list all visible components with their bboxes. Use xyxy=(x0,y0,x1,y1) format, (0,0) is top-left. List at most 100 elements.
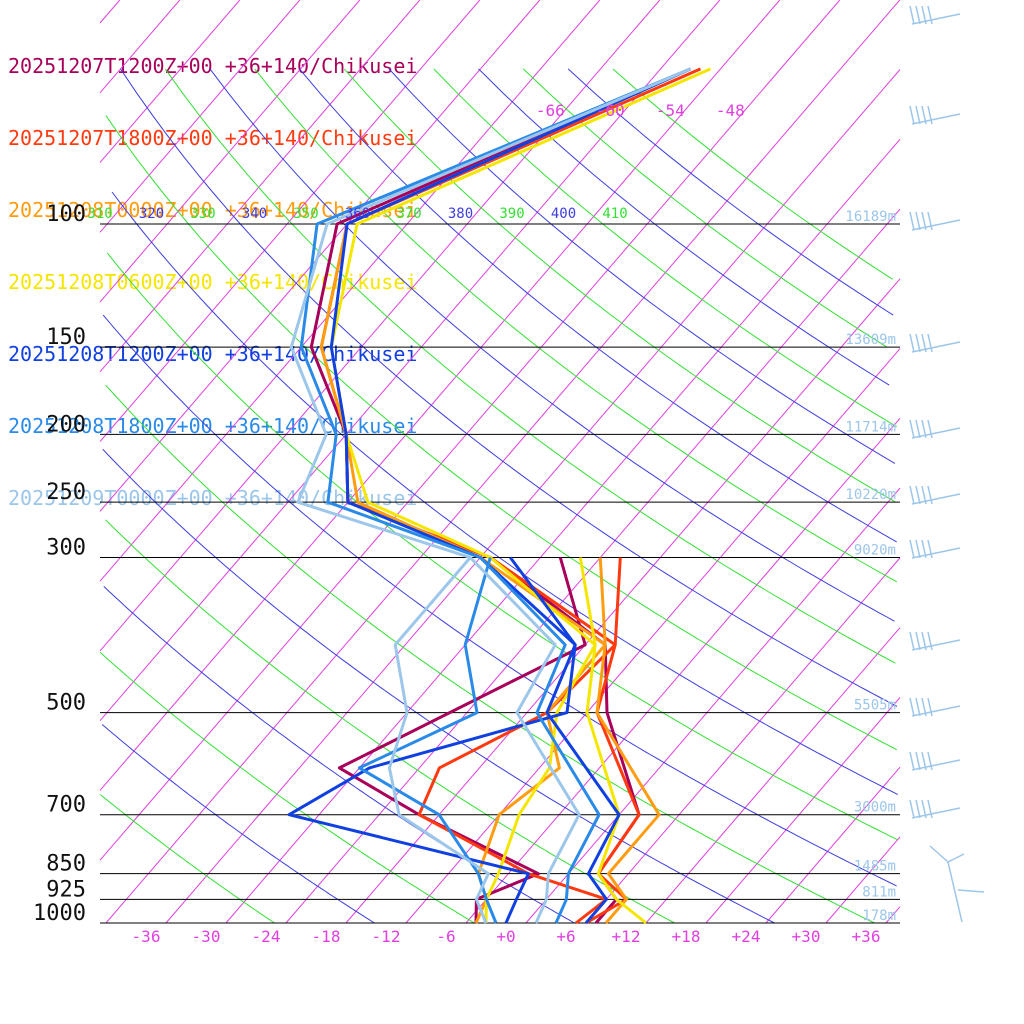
temp-tick-label: +30 xyxy=(792,927,821,946)
legend-entry: 20251209T0000Z+00 +36+140/Chikusei xyxy=(8,486,418,510)
legend-entry: 20251207T1800Z+00 +36+140/Chikusei xyxy=(8,126,418,150)
dry-adiabat xyxy=(106,252,898,841)
temp-tick-label: +36 xyxy=(852,927,881,946)
theta-label: 400 xyxy=(551,206,576,222)
temp-tick-label: +24 xyxy=(732,927,761,946)
theta-label: 360 xyxy=(345,206,370,222)
upper-temp-label: -66 xyxy=(536,101,565,120)
height-label: 5505m xyxy=(854,698,896,714)
pressure-label: 850 xyxy=(46,852,86,877)
dry-adiabat xyxy=(120,68,898,707)
dry-adiabat xyxy=(105,115,898,751)
dewpoint-trace xyxy=(357,557,498,924)
isotherm xyxy=(765,766,901,924)
wind-barb xyxy=(909,697,961,717)
pressure-label: 150 xyxy=(46,325,86,350)
dry-adiabat xyxy=(102,448,775,924)
pressure-label: 200 xyxy=(46,412,86,437)
isotherm xyxy=(885,906,901,924)
isotherm xyxy=(99,0,121,24)
wind-barb xyxy=(909,485,961,505)
isotherm xyxy=(825,836,901,924)
wind-barb xyxy=(909,751,961,771)
theta-label: 390 xyxy=(499,206,524,222)
dry-adiabat xyxy=(164,68,896,664)
dry-adiabat xyxy=(105,384,875,924)
dry-adiabat xyxy=(102,314,897,887)
dry-adiabat xyxy=(522,68,888,348)
dry-adiabat xyxy=(567,68,894,316)
pressure-label: 925 xyxy=(46,877,86,902)
wind-barb xyxy=(909,105,961,125)
temperature-trace xyxy=(299,67,692,924)
height-label: 3000m xyxy=(854,800,896,816)
isotherm xyxy=(345,278,901,924)
temp-tick-label: +18 xyxy=(672,927,701,946)
wind-barb xyxy=(909,333,961,353)
dry-adiabat xyxy=(105,519,675,924)
isotherm xyxy=(99,0,661,652)
pressure-label: 250 xyxy=(46,480,86,505)
dry-adiabat xyxy=(612,68,893,280)
pressure-label: 500 xyxy=(46,691,86,716)
theta-label: 330 xyxy=(190,206,215,222)
dry-adiabat xyxy=(388,68,896,464)
dewpoint-trace xyxy=(337,557,587,924)
dry-adiabat xyxy=(254,68,898,583)
temp-tick-label: -12 xyxy=(372,927,401,946)
isotherm xyxy=(99,0,241,163)
dry-adiabat xyxy=(478,68,890,386)
isotherm xyxy=(405,348,901,924)
height-label: 16189m xyxy=(845,209,896,225)
height-label: 1485m xyxy=(854,859,896,875)
isotherm xyxy=(225,138,901,924)
temperature-trace xyxy=(289,67,692,924)
dry-adiabat xyxy=(101,724,375,924)
dry-adiabat xyxy=(343,68,896,503)
dry-adiabat xyxy=(99,651,475,924)
height-label: 13609m xyxy=(845,332,896,348)
isotherm xyxy=(585,557,901,924)
isotherm xyxy=(99,0,601,582)
temperature-trace xyxy=(319,67,692,924)
isotherm xyxy=(99,0,841,861)
isotherm xyxy=(285,208,901,924)
dewpoint-trace xyxy=(484,557,597,924)
isotherm xyxy=(525,487,901,924)
wind-barb xyxy=(909,539,961,559)
upper-temp-label: -48 xyxy=(716,101,745,120)
pressure-label: 700 xyxy=(46,793,86,818)
wind-barb xyxy=(929,845,985,923)
temperature-trace xyxy=(329,67,692,924)
isotherm xyxy=(99,0,181,94)
legend-entry: 20251207T1200Z+00 +36+140/Chikusei xyxy=(8,54,418,78)
isotherm xyxy=(99,0,781,791)
isotherm xyxy=(99,0,721,722)
wind-barb xyxy=(909,799,961,819)
dry-adiabat xyxy=(433,68,897,428)
dry-adiabat xyxy=(299,68,897,543)
wind-barb xyxy=(909,5,961,25)
isotherm xyxy=(99,0,421,373)
wind-barb xyxy=(909,419,961,439)
pressure-label: 300 xyxy=(46,536,86,561)
temp-tick-label: -30 xyxy=(192,927,221,946)
wind-barb xyxy=(909,211,961,231)
pressure-label: 100 xyxy=(46,202,86,227)
temp-tick-label: +6 xyxy=(556,927,575,946)
legend: 20251207T1200Z+00 +36+140/Chikusei 20251… xyxy=(8,6,417,534)
wind-barb xyxy=(909,631,961,651)
upper-temp-label: -54 xyxy=(656,101,685,120)
temp-tick-label: -6 xyxy=(436,927,455,946)
upper-temp-label: -60 xyxy=(596,101,625,120)
isotherm xyxy=(99,0,481,442)
theta-label: 380 xyxy=(448,206,473,222)
dry-adiabat xyxy=(111,191,899,796)
height-label: 10220m xyxy=(845,487,896,503)
isotherm xyxy=(99,0,541,512)
height-label: 9020m xyxy=(854,543,896,559)
temp-tick-label: -36 xyxy=(132,927,161,946)
theta-label: 370 xyxy=(396,206,421,222)
temp-tick-label: -24 xyxy=(252,927,281,946)
